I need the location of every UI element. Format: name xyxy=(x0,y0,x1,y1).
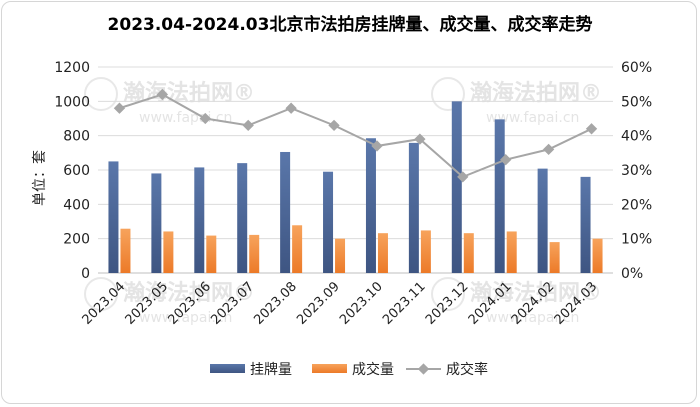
bar-deals xyxy=(163,231,174,273)
x-tick-label: 2023.09 xyxy=(294,279,343,328)
bar-listing xyxy=(494,119,505,273)
bar-listing xyxy=(151,173,162,273)
bar-listing xyxy=(365,138,376,273)
bar-deals xyxy=(292,225,303,273)
rate-point xyxy=(285,102,297,114)
y2-tick-label: 50% xyxy=(621,94,652,110)
rate-point xyxy=(585,123,598,135)
y-tick-label: 200 xyxy=(63,232,90,248)
watermark-seal xyxy=(84,77,118,111)
bar-deals xyxy=(206,235,217,273)
bar-listing xyxy=(108,161,119,273)
bar-deals xyxy=(592,238,603,273)
y2-tick-label: 20% xyxy=(621,197,652,213)
legend-label-rate: 成交率 xyxy=(446,361,488,378)
bar-listing xyxy=(323,171,334,273)
bar-deals xyxy=(463,233,474,273)
y-tick-label: 0 xyxy=(81,266,90,282)
rate-point xyxy=(457,171,469,183)
y-tick-label: 400 xyxy=(63,197,90,213)
bar-deals xyxy=(420,230,431,273)
rate-point xyxy=(328,119,340,132)
y2-tick-label: 60% xyxy=(621,60,652,76)
bar-listing xyxy=(280,151,291,273)
y-tick-label: 800 xyxy=(63,129,90,145)
legend-label-deals: 成交量 xyxy=(352,361,394,378)
bar-listing xyxy=(451,101,462,273)
rate-point xyxy=(542,143,555,156)
rate-point xyxy=(414,133,426,145)
rate-line-group xyxy=(113,88,598,183)
watermark-seal xyxy=(431,277,465,311)
watermark-url: www.fapai.cn xyxy=(139,110,232,126)
bar-deals xyxy=(377,233,388,273)
bar-deals xyxy=(335,238,346,273)
legend-swatch-listing xyxy=(210,364,245,373)
rate-point xyxy=(371,140,383,152)
y-tick-label: 1200 xyxy=(54,60,90,76)
watermark-name: 瀚海法拍网® xyxy=(470,280,602,306)
gridlines xyxy=(98,66,613,274)
bar-listing xyxy=(580,176,591,273)
bar-deals xyxy=(506,231,517,273)
bars-group xyxy=(108,101,603,273)
x-tick-label: 2023.10 xyxy=(337,279,386,328)
y2-tick-label: 0% xyxy=(621,266,643,282)
legend-marker-rate xyxy=(417,363,430,375)
y-axis-label: 单位：套 xyxy=(32,150,48,206)
bar-deals xyxy=(549,242,560,273)
watermark-name: 瀚海法拍网® xyxy=(470,80,602,106)
watermark-url: www.fapai.cn xyxy=(486,110,579,126)
watermark-name: 瀚海法拍网® xyxy=(123,280,255,306)
bar-listing xyxy=(194,167,205,273)
watermark-seal xyxy=(84,277,118,311)
x-tick-label: 2023.08 xyxy=(251,279,300,328)
watermark-url: www.fapai.cn xyxy=(486,310,579,326)
bar-listing xyxy=(408,142,419,273)
legend-label-listing: 挂牌量 xyxy=(250,361,292,378)
bar-deals xyxy=(249,234,260,273)
y2-axis-ticks: 0% 10% 20% 30% 40% 50% 60% xyxy=(621,60,652,282)
chart-title: 2023.04-2024.03北京市法拍房挂牌量、成交量、成交率走势 xyxy=(108,14,593,35)
bar-deals xyxy=(120,228,131,273)
y-tick-label: 1000 xyxy=(54,94,90,110)
y-tick-label: 600 xyxy=(63,163,90,179)
rate-point xyxy=(500,154,512,166)
x-tick-label: 2023.12 xyxy=(423,279,472,328)
legend: 挂牌量 成交量 成交率 xyxy=(210,361,488,378)
watermark-name: 瀚海法拍网® xyxy=(123,80,255,106)
rate-line xyxy=(119,93,592,179)
x-tick-label: 2023.11 xyxy=(380,279,429,328)
rate-point xyxy=(242,119,254,132)
y-axis-ticks: 0 200 400 600 800 1000 1200 xyxy=(54,60,90,282)
bar-listing xyxy=(237,163,248,273)
bar-listing xyxy=(537,168,548,273)
legend-swatch-deals xyxy=(312,364,347,373)
y2-tick-label: 10% xyxy=(621,232,652,248)
watermark-seal xyxy=(431,77,465,111)
y2-tick-label: 40% xyxy=(621,129,652,145)
y2-tick-label: 30% xyxy=(621,163,652,179)
watermark-url: www.fapai.cn xyxy=(139,310,232,326)
